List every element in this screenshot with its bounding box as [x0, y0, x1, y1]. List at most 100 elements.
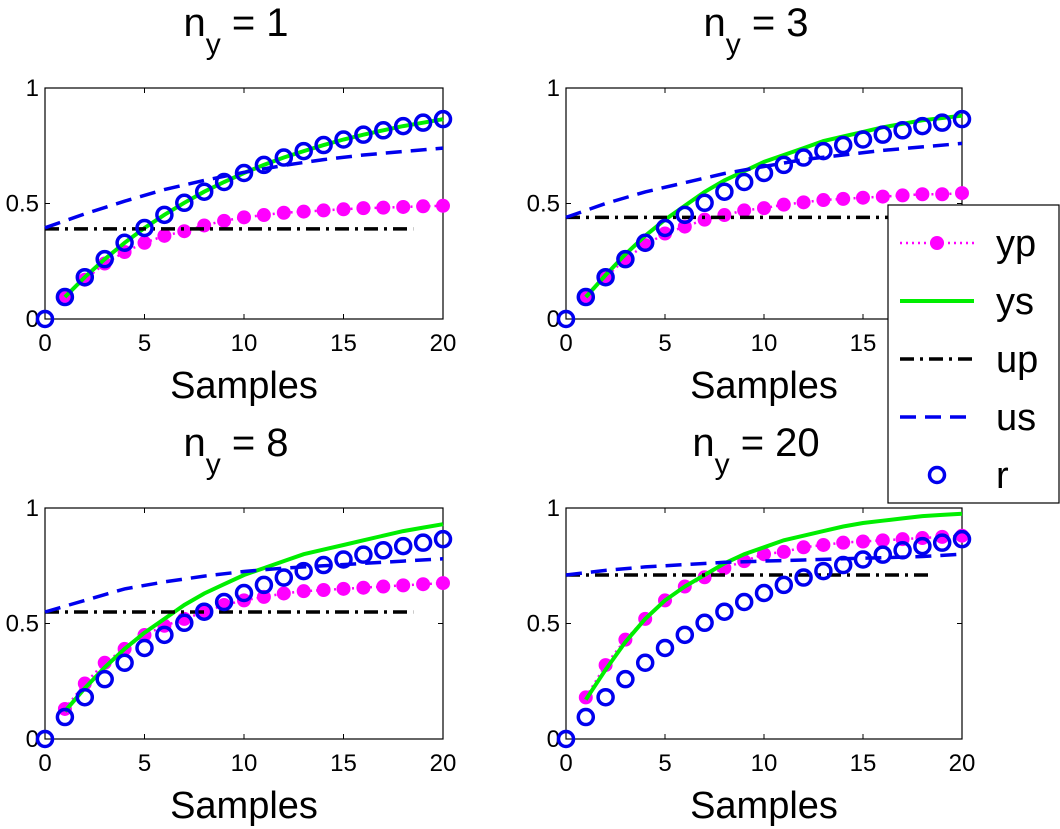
series-yp-point — [935, 187, 950, 202]
legend-label: up — [996, 339, 1038, 381]
legend-item-ys: ys — [900, 281, 1034, 323]
series-r-point — [734, 172, 754, 192]
subplot-3: ny = 8 0 5 10 15 20 0 0.5 1 Samples — [6, 421, 457, 827]
x-tick-label: 5 — [138, 330, 151, 357]
title-rest: = 20 — [730, 421, 820, 465]
legend-item-us: us — [900, 397, 1036, 439]
series-r-point — [413, 533, 433, 552]
series-r-point — [274, 568, 294, 587]
series-yp-point — [416, 199, 431, 214]
x-tick-label: 10 — [751, 750, 778, 777]
series-r-point — [655, 638, 675, 658]
x-tick-label: 5 — [138, 750, 151, 777]
legend-item-yp: yp — [900, 223, 1036, 265]
series-r-point — [576, 287, 596, 307]
x-tick-label: 0 — [38, 750, 51, 777]
series-r-point — [952, 109, 972, 129]
series-yp-point — [875, 189, 890, 204]
title-main: n — [183, 421, 205, 465]
series-us-line — [44, 146, 444, 230]
series-r-point — [754, 583, 774, 603]
series-yp-point — [356, 201, 371, 216]
series-r-point — [695, 193, 714, 213]
legend-item-r: r — [927, 455, 1009, 497]
series-yp-point — [717, 208, 732, 223]
series-yp-point — [316, 203, 331, 218]
series-yp-point — [137, 235, 152, 250]
y-tick-label: 1 — [547, 495, 560, 522]
x-tick-label: 15 — [330, 750, 357, 777]
series-r-point — [853, 550, 873, 569]
series-us-line — [44, 557, 444, 614]
y-tick-label: 0.5 — [6, 191, 39, 218]
series-yp-point — [396, 578, 411, 593]
series-r-point — [893, 541, 912, 560]
series-yp-point — [776, 544, 791, 559]
series-yp-point — [276, 205, 291, 220]
series-r-point — [374, 541, 393, 560]
series-r-point — [576, 707, 596, 727]
title-subscript: y — [206, 28, 221, 61]
series-r-point — [95, 669, 114, 689]
series-r-point — [873, 125, 893, 144]
series-r-point — [675, 205, 695, 225]
series-r-point — [433, 109, 453, 129]
x-tick-label: 15 — [850, 750, 877, 777]
series-r-point — [695, 613, 714, 633]
subplot-4: ny = 20 0 5 10 15 20 0 0.5 1 Samples — [527, 421, 976, 827]
series-yp-point — [757, 201, 771, 216]
x-axis-label: Samples — [170, 365, 318, 407]
y-tick-label: 0 — [547, 306, 560, 333]
y-tick-label: 1 — [547, 75, 560, 102]
series-r-point — [155, 625, 174, 645]
series-yp-point — [875, 533, 890, 548]
x-axis-label: Samples — [170, 785, 318, 827]
series-r-point — [334, 550, 353, 569]
series-yp-point — [955, 186, 969, 201]
series-yp-point — [276, 586, 291, 601]
series-r-point — [135, 218, 154, 238]
series-r-point — [55, 707, 75, 727]
x-tick-label: 20 — [949, 750, 976, 777]
series-r-point — [794, 148, 813, 167]
series-r-point — [354, 125, 373, 144]
series-r-point — [873, 545, 893, 564]
series-r-point — [635, 233, 655, 253]
subplot-title: ny = 20 — [692, 421, 819, 481]
subplot-1: ny = 1 0 5 10 15 20 0 0.5 1 Samples — [6, 1, 457, 407]
series-r-point — [95, 249, 114, 269]
series-r-point — [556, 309, 576, 329]
series-r-point — [616, 249, 635, 269]
subplot-title: ny = 1 — [183, 1, 288, 61]
series-r-point — [135, 638, 154, 658]
series-yp-point — [356, 580, 371, 595]
x-axis-label: Samples — [690, 785, 838, 827]
series-r-point — [393, 116, 413, 136]
series-r-point — [115, 653, 134, 673]
series-r-point — [675, 625, 695, 645]
series-yp-point — [376, 579, 391, 594]
series-r-point — [194, 602, 214, 621]
series-r-point — [635, 653, 655, 673]
series-r-point — [596, 687, 615, 707]
series-r-point — [35, 309, 55, 329]
series-yp-point — [177, 224, 192, 239]
legend: yp ys up us r — [887, 204, 1060, 504]
title-main: n — [183, 1, 205, 45]
series-us-line — [565, 552, 963, 577]
y-tick-label: 1 — [26, 495, 39, 522]
series-ys-line — [63, 117, 444, 299]
x-tick-label: 10 — [231, 330, 258, 357]
series-yp-point — [336, 581, 351, 596]
series-r-point — [75, 267, 95, 287]
series-r-point — [932, 113, 952, 132]
y-tick-label: 0.5 — [527, 191, 560, 218]
title-rest: = 1 — [221, 1, 289, 45]
series-r-point — [155, 205, 174, 225]
series-r-point — [814, 141, 833, 161]
series-yp-point — [895, 188, 910, 203]
series-r-point — [374, 121, 393, 140]
x-tick-label: 0 — [559, 330, 572, 357]
subplot-title: ny = 3 — [703, 1, 808, 61]
legend-marker-r — [927, 465, 947, 485]
